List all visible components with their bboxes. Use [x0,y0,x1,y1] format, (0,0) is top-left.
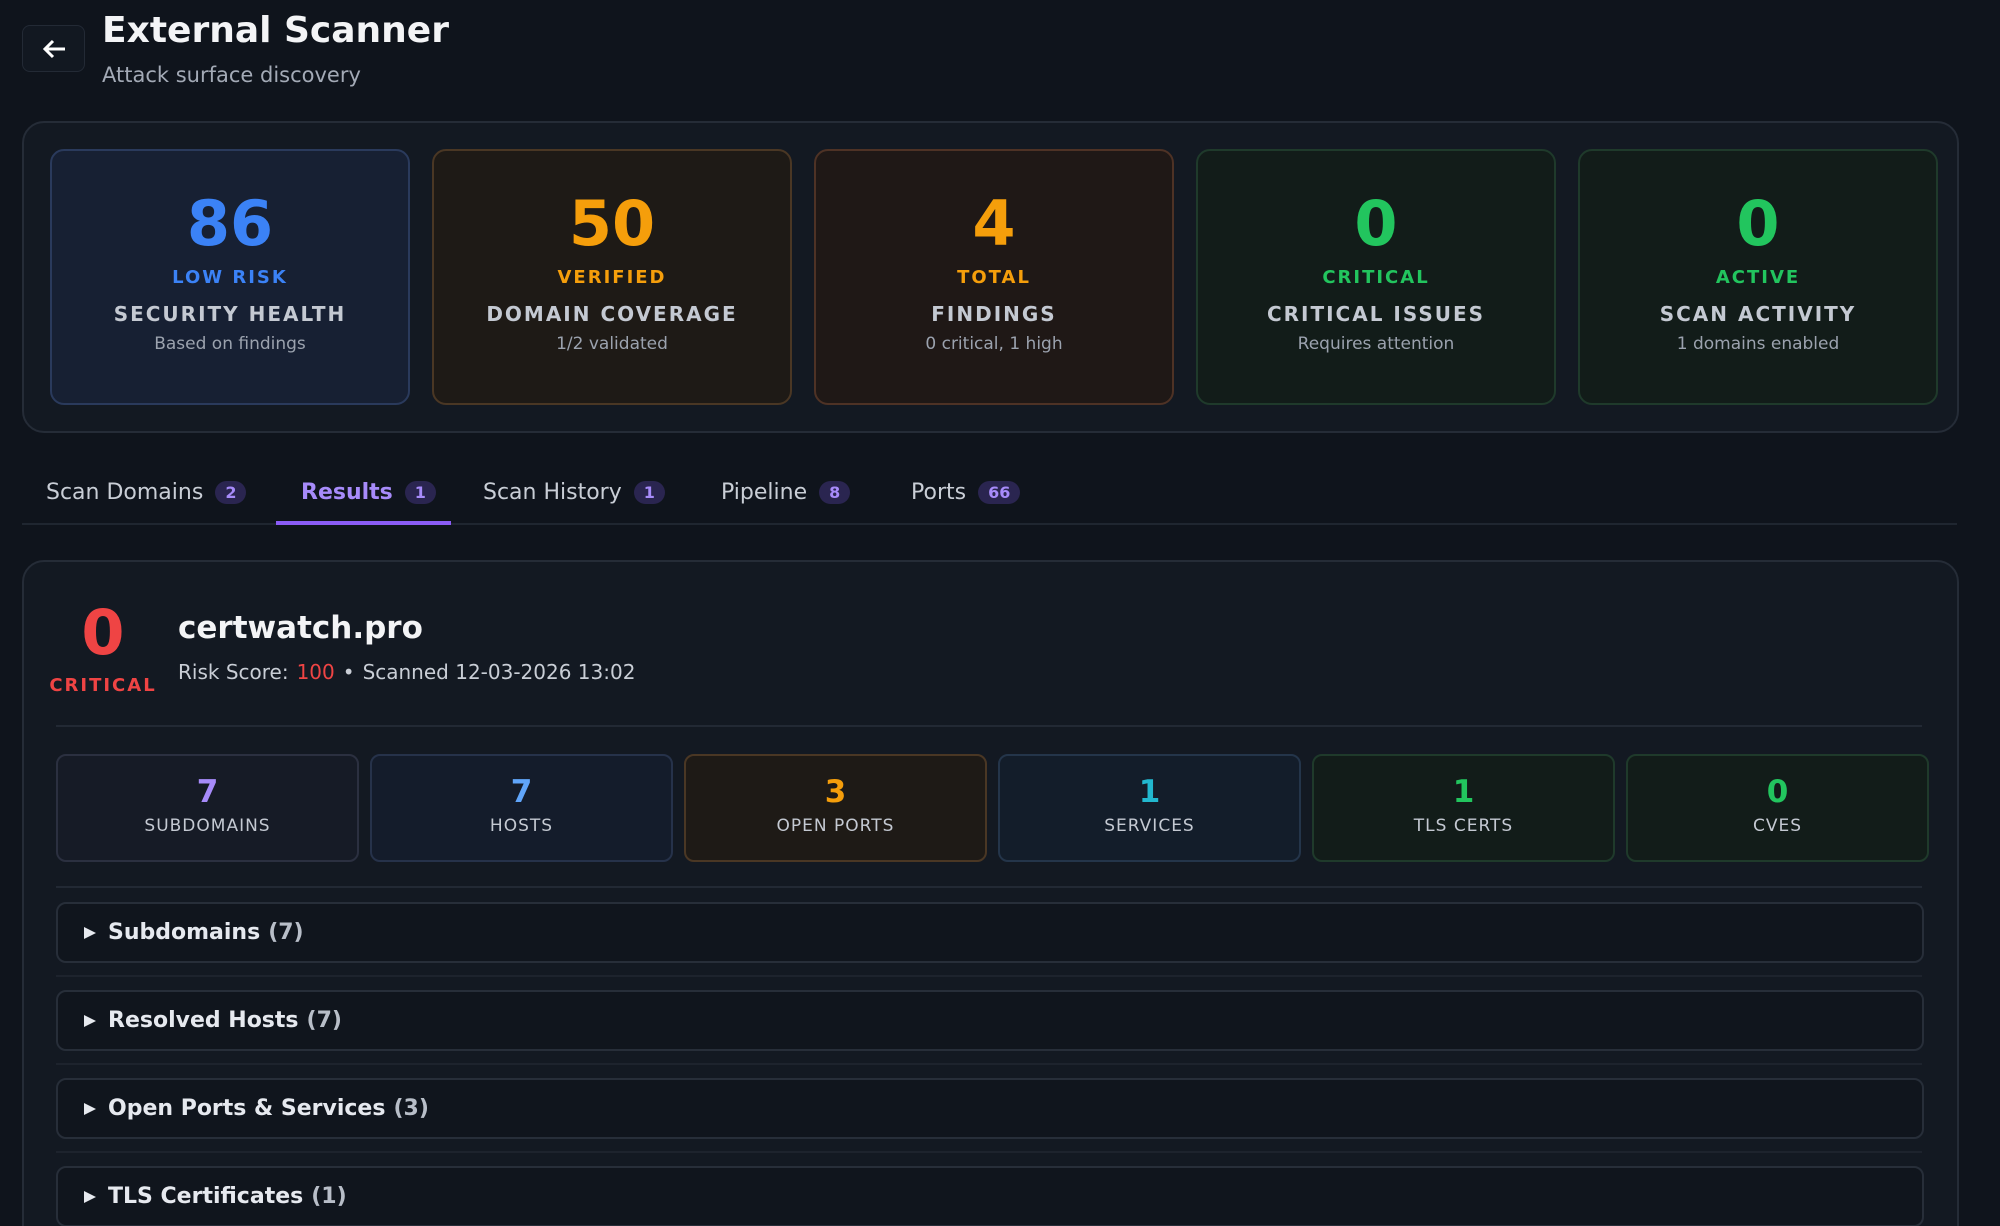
section-count: (7) [268,920,304,945]
section-title: Subdomains [108,920,261,945]
divider [56,975,1922,977]
stat-label: FINDINGS [931,302,1057,326]
stat-value: 86 [186,187,274,260]
back-arrow [42,39,65,58]
stat-status: VERIFIED [557,267,667,288]
section-title: TLS Certificates [108,1184,304,1209]
result-score: 0 [81,596,125,669]
tabs-divider [22,523,1957,525]
tab-label: Scan Domains [46,480,204,505]
metric-label: HOSTS [489,816,554,836]
section-count: (7) [306,1008,342,1033]
tab-underline [276,521,451,525]
collapsible-section[interactable]: Open Ports & Services (3) [56,1078,1924,1139]
risk-score: 100 [296,660,335,684]
tab-label: Results [301,480,393,505]
tab[interactable]: Ports 66 [911,480,1021,505]
section-count: (1) [311,1184,347,1209]
stat-status: LOW RISK [172,267,288,288]
stat-card: 4 TOTAL FINDINGS 0 critical, 1 high [814,149,1174,405]
metric-card: 0 CVES [1626,754,1929,862]
metric-value: 7 [196,774,219,810]
stat-value: 4 [972,187,1016,260]
section-title: Open Ports & Services [108,1096,386,1121]
tab-count: 66 [978,481,1021,504]
collapsible-section[interactable]: Subdomains (7) [56,902,1924,963]
metric-card: 1 SERVICES [998,754,1301,862]
stat-note: 1 domains enabled [1676,334,1840,354]
metric-card: 7 HOSTS [370,754,673,862]
stat-note: Requires attention [1297,334,1455,354]
result-grade: CRITICAL [49,675,157,696]
stat-label: DOMAIN COVERAGE [486,302,738,326]
divider [56,1063,1922,1065]
divider [56,725,1922,727]
metric-value: 1 [1452,774,1475,810]
stat-card: 86 LOW RISK SECURITY HEALTH Based on findin… [50,149,410,405]
result-meta: Risk Score: 100 • Scanned 12-03-2026 13:02 [178,660,635,684]
tab-label: Ports [911,480,967,505]
stat-value: 0 [1354,187,1398,260]
result-domain: certwatch.pro [178,610,423,646]
metric-value: 7 [510,774,533,810]
stat-card: 0 ACTIVE SCAN ACTIVITY 1 domains enabled [1578,149,1938,405]
separator: • [342,660,355,684]
metric-label: SUBDOMAINS [144,816,271,836]
divider [56,1151,1922,1153]
stat-status: ACTIVE [1715,267,1801,288]
tab[interactable]: Scan History 1 [483,480,665,505]
stat-label: SECURITY HEALTH [113,302,347,326]
tab[interactable]: Scan Domains 2 [46,480,247,505]
tab[interactable]: Results 1 [301,480,436,505]
stat-note: 0 critical, 1 high [925,334,1063,354]
stat-value: 0 [1736,187,1780,260]
stat-value: 50 [568,187,656,260]
stat-label: CRITICAL ISSUES [1266,302,1486,326]
metric-label: OPEN PORTS [776,816,895,836]
stat-status: TOTAL [957,267,1031,288]
stat-card: 0 CRITICAL CRITICAL ISSUES Requires attenti… [1196,149,1556,405]
tab-count: 1 [633,481,665,504]
expand-arrow [84,1014,96,1027]
expand-arrow [84,926,96,939]
metric-value: 1 [1138,774,1161,810]
section-count: (3) [393,1096,429,1121]
metric-label: SERVICES [1104,816,1195,836]
metric-value: 0 [1766,774,1789,810]
stat-note: Based on findings [154,334,306,354]
metric-card: 3 OPEN PORTS [684,754,987,862]
tab[interactable]: Pipeline 8 [721,480,851,505]
divider [56,886,1922,888]
stat-card: 50 VERIFIED DOMAIN COVERAGE 1/2 validated [432,149,792,405]
tab-label: Scan History [483,480,622,505]
risk-label: Risk Score: [178,660,289,684]
tab-count: 1 [404,481,436,504]
metric-label: TLS CERTS [1413,816,1514,836]
stat-note: 1/2 validated [556,334,668,354]
scanned: Scanned 12-03-2026 13:02 [362,660,636,684]
tab-label: Pipeline [721,480,808,505]
metric-card: 7 SUBDOMAINS [56,754,359,862]
section-title: Resolved Hosts [108,1008,299,1033]
tab-count: 8 [819,481,851,504]
stat-status: CRITICAL [1322,267,1430,288]
expand-arrow [84,1102,96,1115]
metric-value: 3 [824,774,847,810]
stat-label: SCAN ACTIVITY [1659,302,1857,326]
collapsible-section[interactable]: TLS Certificates (1) [56,1166,1924,1226]
collapsible-section[interactable]: Resolved Hosts (7) [56,990,1924,1051]
expand-arrow [84,1190,96,1203]
page-subtitle: Attack surface discovery [102,63,361,87]
tab-count: 2 [215,481,247,504]
back-button[interactable] [22,25,85,72]
metric-label: CVES [1752,816,1803,836]
page-title: External Scanner [102,10,449,51]
metric-card: 1 TLS CERTS [1312,754,1615,862]
